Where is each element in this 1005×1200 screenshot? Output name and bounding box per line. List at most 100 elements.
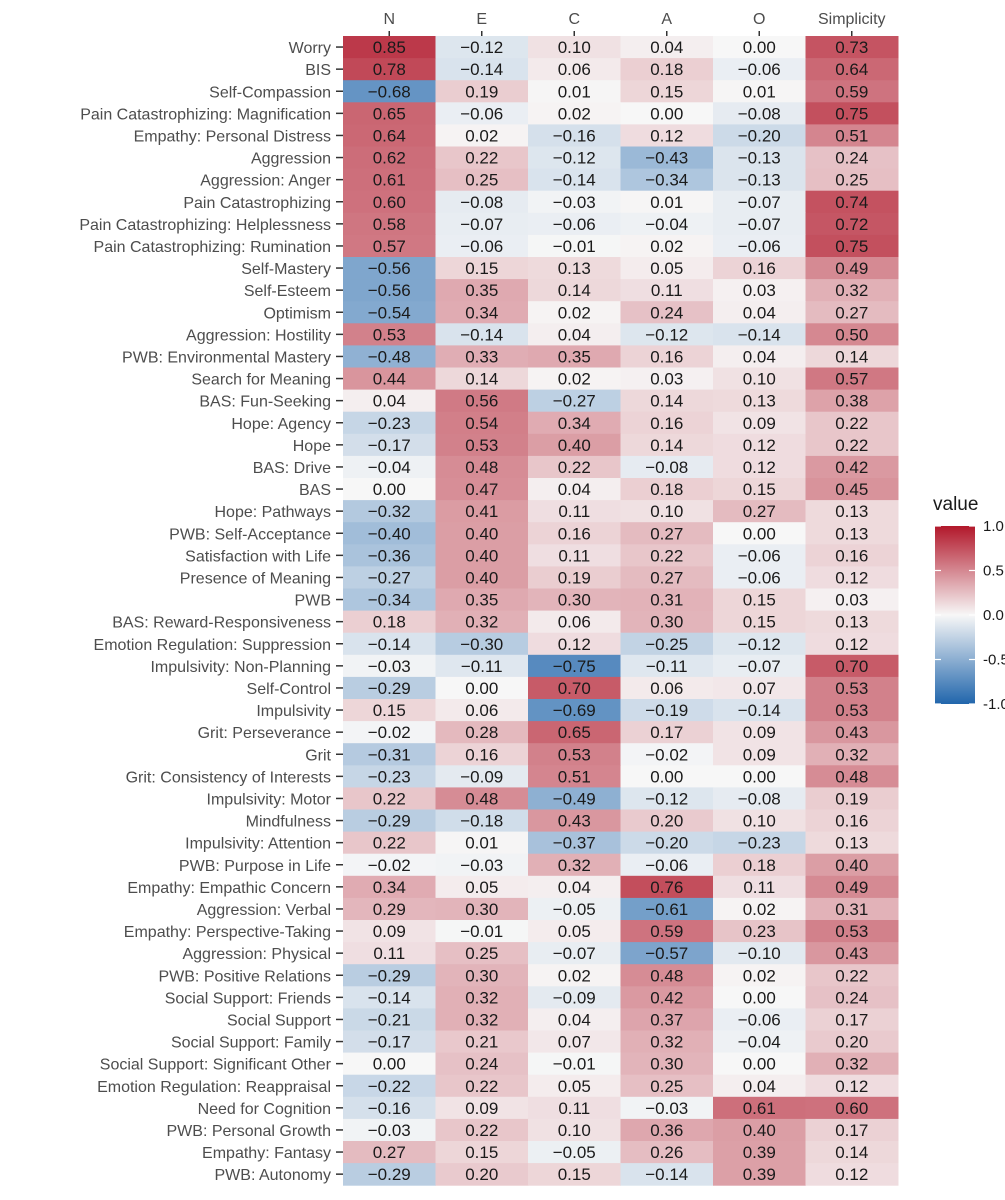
heatmap-cell [805, 411, 899, 435]
heatmap-cell [343, 743, 436, 766]
cell-value: 0.24 [465, 1055, 498, 1074]
heatmap-cell [805, 102, 899, 125]
heatmap-cell [528, 875, 621, 899]
column-label-o: O [753, 11, 765, 28]
cell-value: 0.38 [835, 392, 868, 411]
heatmap-cell [435, 389, 529, 413]
heatmap-cell [805, 146, 899, 170]
cell-value: 0.04 [373, 392, 406, 411]
cell-value: −0.06 [645, 856, 688, 875]
row-label-hope: Hope [293, 438, 331, 455]
cell-value: 0.20 [650, 812, 683, 831]
cell-value: 0.30 [558, 591, 591, 610]
cell-value: −0.06 [460, 104, 503, 123]
heatmap-cell [620, 787, 714, 810]
heatmap-cell [620, 102, 714, 125]
heatmap-cell [435, 212, 529, 236]
cell-value: 0.40 [558, 436, 591, 455]
column-label-e: E [476, 11, 487, 28]
heatmap-cell [713, 920, 806, 943]
heatmap-cell [620, 1118, 714, 1142]
cell-value: 0.28 [465, 723, 498, 742]
heatmap-cell [805, 478, 899, 501]
heatmap-cell [805, 345, 899, 368]
heatmap-cell [343, 942, 436, 965]
cell-value: 0.32 [650, 1033, 683, 1052]
cell-value: 0.72 [835, 215, 868, 234]
cell-value: 0.22 [465, 1121, 498, 1140]
cell-value: −0.01 [460, 922, 503, 941]
cell-value: 0.32 [465, 613, 498, 632]
cell-value: −0.13 [738, 149, 781, 168]
heatmap-cell [528, 721, 621, 744]
heatmap-cell [343, 168, 436, 192]
heatmap-cell [528, 500, 621, 523]
cell-value: 0.48 [465, 458, 498, 477]
cell-value: −0.14 [738, 325, 781, 344]
cell-value: 0.09 [743, 414, 776, 433]
cell-value: 0.21 [465, 1033, 498, 1052]
legend-tick-label: 0.5 [983, 563, 1004, 580]
heatmap-cell [805, 1030, 899, 1054]
row-label-social-support-friends: Social Support: Friends [165, 990, 331, 1007]
heatmap-cell [435, 411, 529, 435]
cell-value: 0.03 [743, 281, 776, 300]
cell-value: 0.12 [650, 126, 683, 145]
row-label-empathy-fantasy: Empathy: Fantasy [202, 1145, 331, 1162]
column-label-c: C [568, 11, 580, 28]
heatmap-cell [713, 964, 806, 987]
cell-value: 0.13 [743, 392, 776, 411]
heatmap-cell [805, 36, 899, 59]
cell-value: −0.05 [553, 900, 596, 919]
heatmap-cell [620, 942, 714, 965]
row-label-social-support: Social Support [227, 1012, 332, 1029]
heatmap-cell [805, 721, 899, 744]
heatmap-cell [435, 500, 529, 523]
cell-value: 0.07 [558, 1033, 591, 1052]
heatmap-cell [713, 58, 806, 81]
row-label-satisfaction-with-life: Satisfaction with Life [185, 548, 331, 565]
cell-value: 0.19 [835, 789, 868, 808]
cell-value: 0.42 [650, 988, 683, 1007]
heatmap-cell [805, 234, 899, 258]
legend-tick-label: 1.0 [983, 518, 1004, 535]
cell-value: −0.31 [368, 745, 411, 764]
cell-value: 0.20 [465, 1165, 498, 1184]
cell-value: 0.40 [835, 856, 868, 875]
cell-value: 0.13 [558, 259, 591, 278]
heatmap-cell [620, 212, 714, 236]
row-label-bas: BAS [299, 482, 331, 499]
heatmap-cell [713, 345, 806, 368]
cell-value: 0.62 [373, 149, 406, 168]
cell-value: 0.04 [558, 480, 591, 499]
cell-value: 0.04 [743, 303, 776, 322]
heatmap-cell [435, 986, 529, 1009]
cell-value: 0.31 [835, 900, 868, 919]
cell-value: 0.44 [373, 370, 406, 389]
heatmap-cell [805, 168, 899, 192]
row-label-bis: BIS [305, 62, 331, 79]
cell-value: −0.03 [645, 1099, 688, 1118]
heatmap-cell [435, 787, 529, 810]
cell-value: −0.12 [460, 38, 503, 57]
cell-value: 0.04 [650, 38, 683, 57]
cell-value: 0.61 [373, 171, 406, 190]
cell-value: 0.12 [743, 436, 776, 455]
cell-value: 0.35 [465, 591, 498, 610]
heatmap-cell [343, 367, 436, 391]
heatmap-cell [343, 433, 436, 457]
cell-value: 0.04 [743, 1077, 776, 1096]
heatmap-cell [528, 58, 621, 81]
heatmap-cell [435, 1074, 529, 1098]
cell-value: 0.06 [650, 679, 683, 698]
heatmap-cell [713, 478, 806, 501]
cell-value: −0.12 [553, 149, 596, 168]
cell-value: 0.05 [558, 1077, 591, 1096]
heatmap-cell [620, 654, 714, 678]
heatmap-cell [805, 301, 899, 324]
heatmap-cell [528, 345, 621, 368]
heatmap-cell [713, 632, 806, 656]
heatmap-cell [343, 212, 436, 236]
cell-value: −0.23 [368, 414, 411, 433]
cell-value: 0.35 [558, 347, 591, 366]
